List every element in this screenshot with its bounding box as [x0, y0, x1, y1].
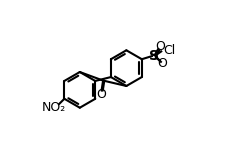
Text: Cl: Cl: [164, 44, 176, 57]
Text: NO₂: NO₂: [41, 101, 66, 114]
Text: S: S: [149, 49, 159, 63]
Text: O: O: [96, 88, 106, 101]
Text: O: O: [155, 40, 165, 52]
Text: O: O: [157, 57, 167, 70]
